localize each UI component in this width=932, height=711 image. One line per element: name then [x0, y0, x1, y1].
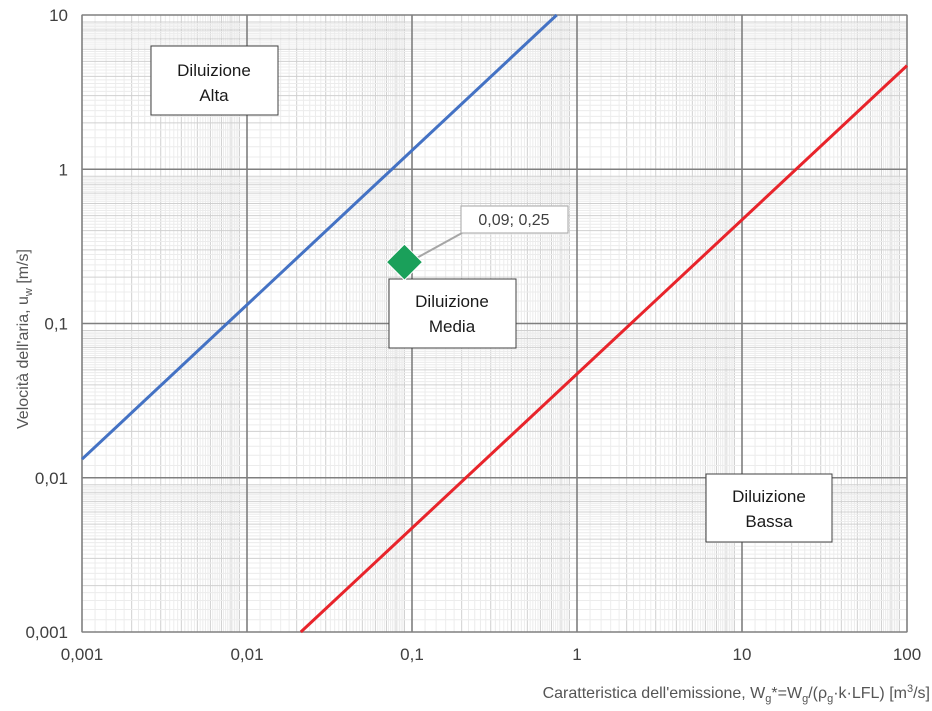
x-tick-label: 0,001	[61, 645, 104, 664]
x-axis-title: Caratteristica dell'emissione, Wg*=Wg/(ρ…	[543, 683, 930, 705]
y-tick-label: 0,01	[35, 469, 68, 488]
y-tick-label: 0,1	[44, 315, 68, 334]
y-tick-label: 0,001	[25, 623, 68, 642]
region-media-line2: Media	[429, 317, 476, 336]
region-media-line1: Diluizione	[415, 292, 489, 311]
region-bassa-line2: Bassa	[745, 512, 793, 531]
x-tick-label: 0,1	[400, 645, 424, 664]
x-tick-label: 0,01	[230, 645, 263, 664]
region-alta-line1: Diluizione	[177, 61, 251, 80]
region-box-alta: Diluizione Alta	[151, 46, 278, 115]
y-axis-title: Velocità dell'aria, uw [m/s]	[15, 249, 35, 429]
y-tick-label: 10	[49, 6, 68, 25]
region-box-bassa: Diluizione Bassa	[706, 474, 832, 542]
region-alta-line2: Alta	[199, 86, 229, 105]
x-tick-label: 1	[572, 645, 581, 664]
x-tick-label: 10	[733, 645, 752, 664]
data-label-text: 0,09; 0,25	[478, 212, 549, 229]
x-tick-labels: 0,001 0,01 0,1 1 10 100	[61, 645, 921, 664]
region-box-media: Diluizione Media	[389, 279, 516, 348]
x-tick-label: 100	[893, 645, 921, 664]
region-bassa-line1: Diluizione	[732, 487, 806, 506]
y-tick-label: 1	[59, 160, 68, 179]
